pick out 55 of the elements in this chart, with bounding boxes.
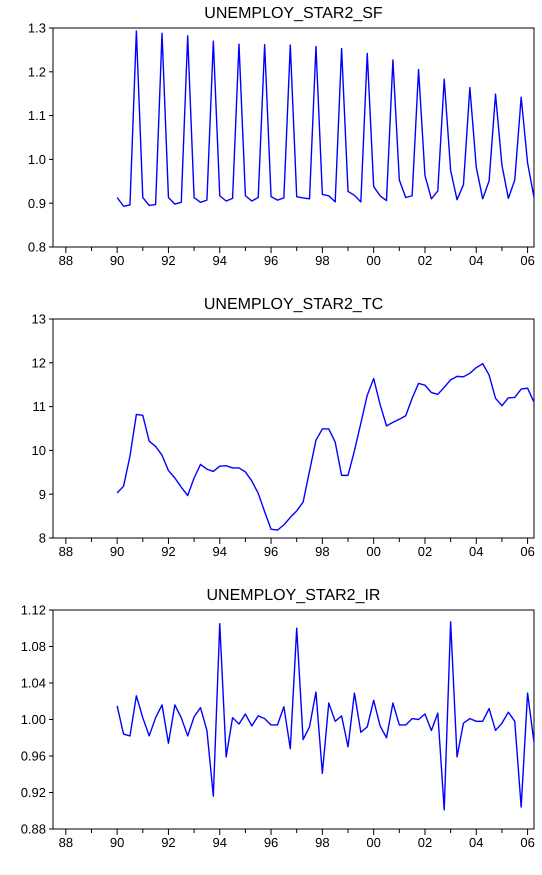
x-tick-label: 98 [315,544,330,559]
y-tick-label: 1.3 [28,20,46,36]
y-tick-label: 1.08 [20,639,46,654]
y-tick-label: 1.0 [28,152,46,167]
line-series [116,621,535,811]
x-tick-label: 02 [418,253,432,268]
x-tick-label: 04 [469,544,484,559]
y-tick-label: 0.96 [20,748,46,764]
x-tick-label: 98 [315,835,330,850]
x-tick-label: 00 [366,253,381,268]
y-tick-label: 11 [32,399,46,414]
y-tick-label: 1.1 [28,108,46,124]
line-series [116,30,535,207]
x-tick-label: 90 [110,835,124,850]
x-tick-label: 04 [469,835,484,850]
x-tick-label: 90 [110,544,124,559]
x-tick-label: 88 [58,253,74,268]
y-tick-label: 1.2 [28,64,46,80]
x-tick-label: 88 [58,835,74,850]
chart-title: UNEMPLOY_STAR2_IR [206,587,380,604]
y-tick-label: 0.92 [20,785,46,800]
x-tick-label: 92 [161,544,176,559]
x-tick-label: 02 [418,835,432,850]
x-tick-label: 00 [366,544,381,559]
y-tick-label: 0.9 [28,196,46,211]
x-tick-label: 06 [520,835,535,850]
y-tick-label: 8 [38,530,46,546]
y-tick-label: 12 [32,355,46,370]
y-tick-label: 1.12 [20,602,46,618]
line-series [116,362,535,531]
x-tick-label: 92 [161,253,176,268]
x-tick-label: 94 [212,253,227,268]
x-tick-label: 96 [264,835,278,850]
x-tick-label: 04 [469,253,484,268]
x-tick-label: 90 [110,253,124,268]
y-tick-label: 10 [32,442,46,458]
x-tick-label: 94 [212,835,227,850]
y-tick-label: 0.8 [28,240,46,255]
y-tick-label: 0.88 [20,822,46,837]
x-tick-label: 06 [520,253,535,268]
x-tick-label: 94 [212,544,227,559]
x-tick-label: 00 [366,835,381,850]
x-tick-label: 96 [264,544,278,559]
x-tick-label: 02 [418,544,432,559]
y-tick-label: 13 [32,312,46,327]
chart-title: UNEMPLOY_STAR2_SF [204,5,383,22]
y-tick-label: 9 [38,486,46,502]
y-tick-label: 1.00 [20,712,46,728]
x-tick-label: 98 [315,253,330,268]
x-tick-label: 06 [520,544,535,559]
chart-title: UNEMPLOY_STAR2_TC [204,296,384,313]
x-tick-label: 92 [161,835,176,850]
x-tick-label: 96 [264,253,278,268]
y-tick-label: 1.04 [20,676,46,691]
x-tick-label: 88 [58,544,74,559]
